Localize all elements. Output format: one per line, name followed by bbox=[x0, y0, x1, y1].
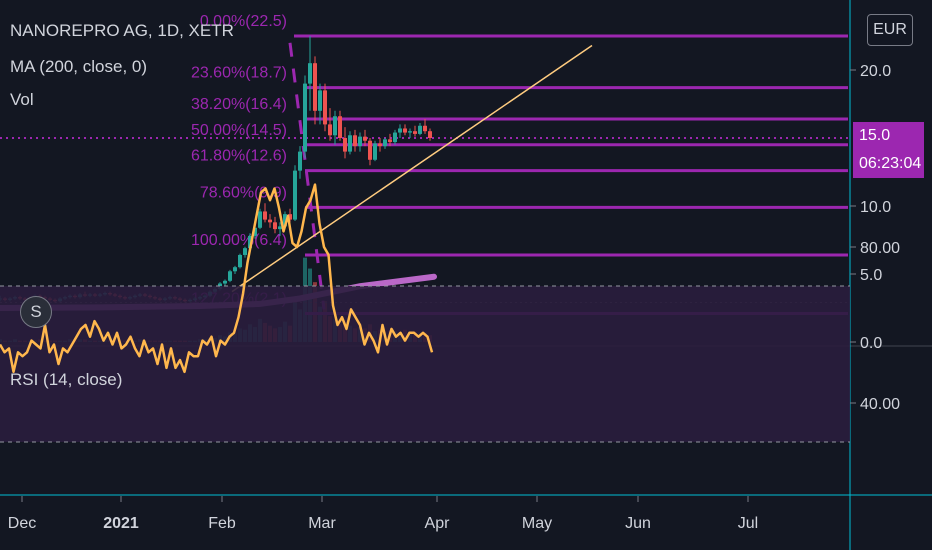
series-scale-badge[interactable]: S bbox=[20, 296, 52, 328]
candle-body bbox=[283, 214, 287, 227]
candle-body bbox=[378, 143, 382, 147]
candle-body bbox=[373, 143, 377, 160]
y-tick-label: 0.0 bbox=[860, 335, 882, 352]
fib-level-label: 38.20%(16.4) bbox=[191, 96, 287, 113]
candle-body bbox=[343, 138, 347, 152]
currency-button[interactable]: EUR bbox=[867, 14, 913, 46]
x-tick-label: May bbox=[522, 515, 552, 532]
candle-body bbox=[313, 63, 317, 111]
candle-body bbox=[293, 170, 297, 220]
rsi-line bbox=[0, 183, 434, 374]
fib-level-label: 100.00%(6.4) bbox=[191, 232, 287, 249]
candle-body bbox=[398, 128, 402, 133]
candle-body bbox=[288, 214, 292, 220]
trend-line bbox=[231, 44, 593, 293]
symbol-legend[interactable]: NANOREPRO AG, 1D, XETR bbox=[10, 21, 234, 40]
candle-body bbox=[323, 90, 327, 125]
fib-level-label: 50.00%(14.5) bbox=[191, 122, 287, 139]
candle-body bbox=[238, 254, 242, 268]
x-tick-label: Jul bbox=[738, 515, 758, 532]
candle-body bbox=[363, 136, 367, 141]
candle-body bbox=[403, 128, 407, 133]
candle-body bbox=[328, 124, 332, 136]
rsi-legend[interactable]: RSI (14, close) bbox=[10, 370, 123, 389]
fib-level-label: 0.00%(22.5) bbox=[200, 13, 287, 30]
x-tick-label: Feb bbox=[208, 515, 236, 532]
candle-body bbox=[248, 235, 252, 249]
fib-level-label: 23.60%(18.7) bbox=[191, 65, 287, 82]
candle-body bbox=[428, 131, 432, 138]
x-tick-label: Jun bbox=[625, 515, 651, 532]
rsi-y-tick-label: 40.00 bbox=[860, 396, 900, 413]
bar-countdown-label: 06:23:04 bbox=[853, 150, 924, 178]
candle-body bbox=[318, 90, 322, 111]
candle-body bbox=[418, 125, 422, 134]
fib-level-label: 61.80%(12.6) bbox=[191, 148, 287, 165]
candle-body bbox=[223, 280, 227, 284]
candle-body bbox=[388, 139, 392, 143]
ma-legend[interactable]: MA (200, close, 0) bbox=[10, 57, 148, 76]
candle-body bbox=[298, 151, 302, 171]
candle-body bbox=[393, 132, 397, 143]
candle-body bbox=[278, 226, 282, 230]
candle-body bbox=[353, 135, 357, 147]
x-tick-label: Mar bbox=[308, 515, 336, 532]
rsi-y-tick-label: 80.00 bbox=[860, 240, 900, 257]
x-tick-label: Apr bbox=[425, 515, 451, 532]
x-tick-label: Dec bbox=[8, 515, 36, 532]
candle-body bbox=[423, 125, 427, 132]
candle-body bbox=[358, 136, 362, 147]
candle-body bbox=[273, 222, 277, 230]
candle-body bbox=[408, 131, 412, 133]
candle-body bbox=[413, 131, 417, 134]
candle-body bbox=[263, 211, 267, 220]
candle-body bbox=[253, 227, 257, 236]
candle-body bbox=[333, 116, 337, 136]
last-price-label: 15.0 bbox=[853, 122, 924, 150]
candle-body bbox=[348, 135, 352, 152]
volume-legend[interactable]: Vol bbox=[10, 90, 34, 109]
candle-body bbox=[308, 63, 312, 84]
candle-body bbox=[368, 140, 372, 160]
candle-body bbox=[243, 248, 247, 255]
candle-body bbox=[258, 211, 262, 228]
candle-body bbox=[303, 83, 307, 152]
y-tick-label: 10.0 bbox=[860, 199, 891, 216]
x-tick-label: 2021 bbox=[103, 515, 139, 532]
candle-body bbox=[233, 267, 237, 272]
candle-body bbox=[383, 139, 387, 147]
candle-body bbox=[268, 219, 272, 223]
candle-body bbox=[338, 116, 342, 138]
y-tick-label: 5.0 bbox=[860, 267, 882, 284]
candle-body bbox=[228, 271, 232, 281]
y-tick-label: 20.0 bbox=[860, 63, 891, 80]
rsi-band-fill bbox=[0, 286, 850, 442]
fib-trend-line bbox=[288, 42, 326, 310]
